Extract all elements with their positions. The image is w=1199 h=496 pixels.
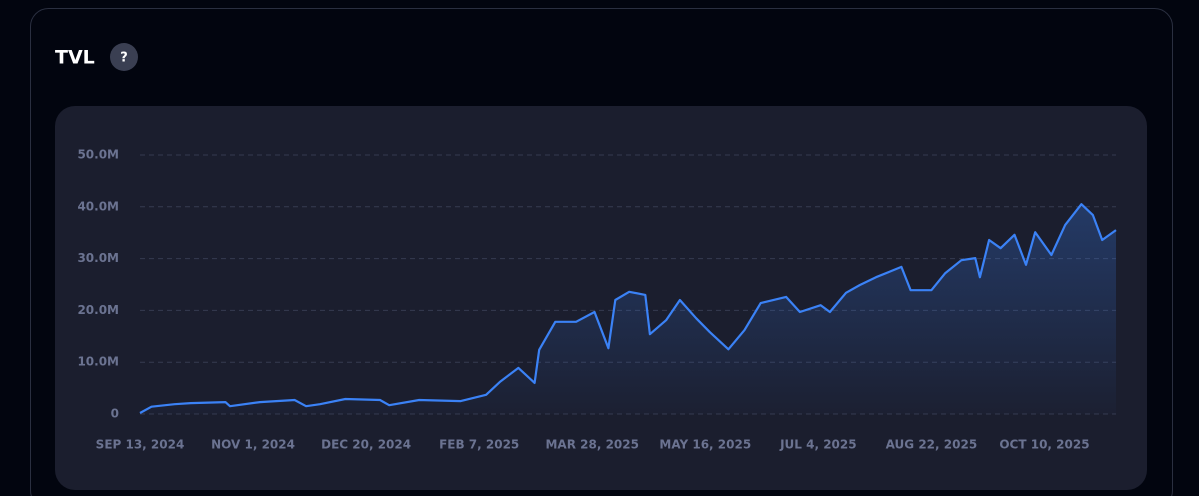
area: [140, 204, 1116, 414]
help-icon[interactable]: ?: [120, 51, 128, 66]
y-tick-label: 0: [111, 407, 119, 421]
plot: 0 10.0M 20.0M 30.0M 40.0M 50.0M SEP 13, 2024 NO…: [77, 148, 1117, 452]
x-tick-label: NOV 1, 2024: [211, 438, 295, 452]
y-tick-label: 40.0M: [77, 199, 119, 213]
y-tick-label: 20.0M: [77, 303, 119, 317]
x-tick-label: JUL 4, 2025: [779, 438, 857, 452]
x-tick-label: DEC 20, 2024: [321, 438, 411, 452]
y-tick-label: 50.0M: [77, 148, 119, 162]
x-tick-label: MAR 28, 2025: [545, 438, 638, 452]
line: [139, 203, 1117, 414]
x-tick-label: SEP 13, 2024: [96, 438, 185, 452]
x-tick-label: FEB 7, 2025: [439, 438, 519, 452]
x-tick-label: OCT 10, 2025: [999, 438, 1089, 452]
x-tick-label: MAY 16, 2025: [659, 438, 751, 452]
y-tick-label: 10.0M: [77, 355, 119, 369]
x-tick-label: AUG 22, 2025: [886, 438, 978, 452]
card-title: TVL: [55, 47, 95, 69]
help-button[interactable]: [110, 43, 138, 71]
y-tick-label: 30.0M: [77, 251, 119, 265]
